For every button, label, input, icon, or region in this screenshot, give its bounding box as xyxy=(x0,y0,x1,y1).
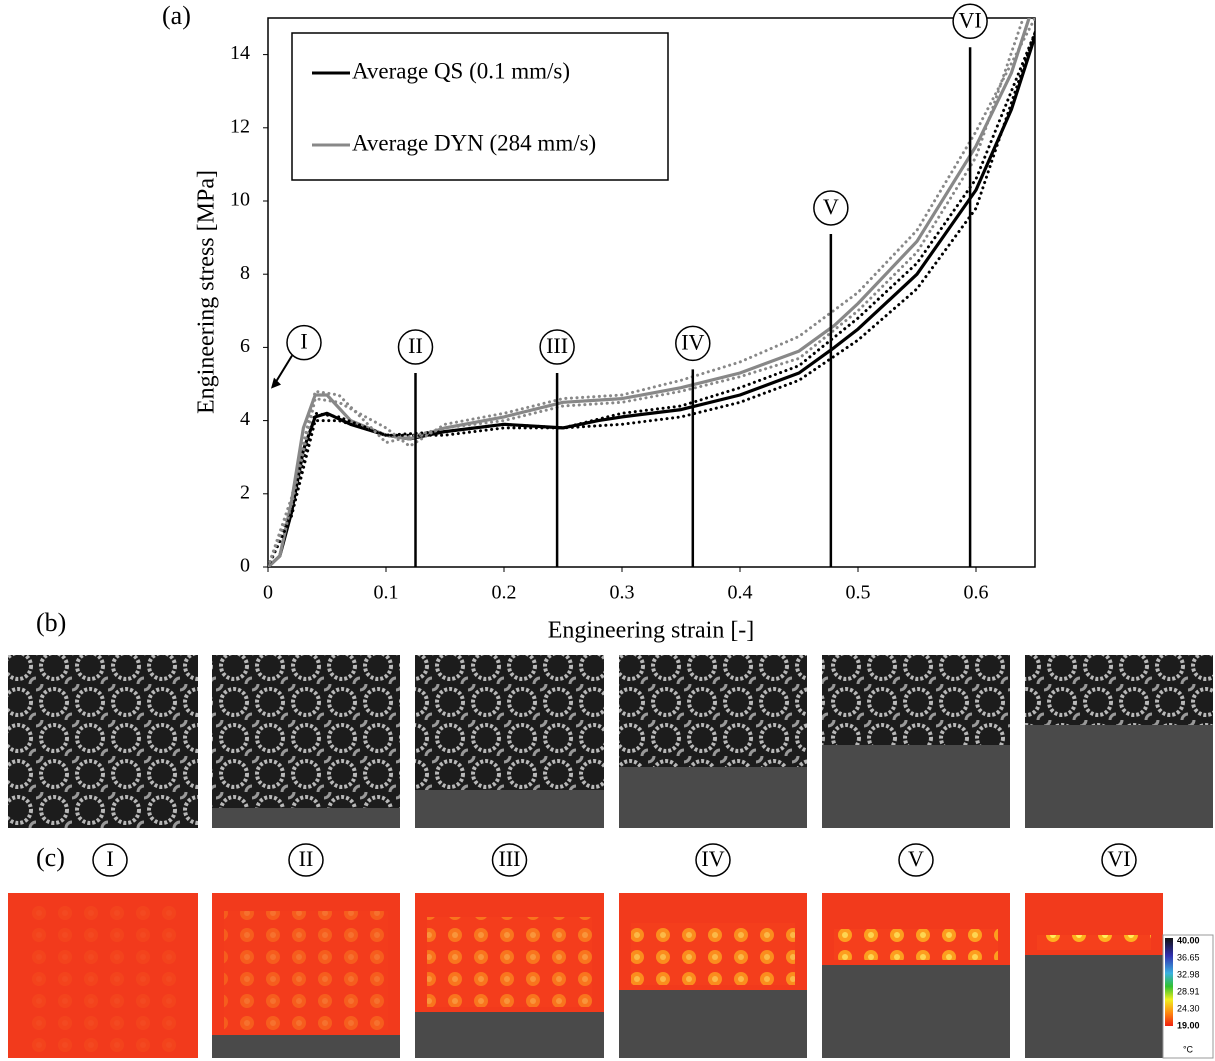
stage-label: IV xyxy=(701,846,724,871)
legend-label: Average QS (0.1 mm/s) xyxy=(352,58,570,83)
x-tick-label: 0.1 xyxy=(374,582,399,604)
thermal-hotspots xyxy=(1037,935,1151,950)
y-tick-label: 2 xyxy=(240,481,250,503)
x-tick-label: 0.3 xyxy=(610,582,635,604)
platen xyxy=(415,1012,604,1058)
x-axis-title: Engineering strain [-] xyxy=(548,618,755,644)
panel-label: (c) xyxy=(36,843,65,872)
y-tick-label: 14 xyxy=(230,42,250,64)
panel-label: (a) xyxy=(162,1,191,30)
specimen-photo xyxy=(8,655,198,828)
platen xyxy=(822,965,1010,1058)
x-tick-label: 0.5 xyxy=(846,582,871,604)
y-axis-title: Engineering stress [MPa] xyxy=(194,170,220,414)
stage-label: VI xyxy=(1107,846,1130,871)
stage-label: V xyxy=(823,194,839,219)
colorbar-label: 19.00 xyxy=(1177,1020,1200,1030)
platen xyxy=(619,767,807,828)
colorbar-label: 28.91 xyxy=(1177,986,1200,996)
photo-row xyxy=(8,655,1213,828)
x-tick-label: 0 xyxy=(263,582,273,604)
x-tick-label: 0.2 xyxy=(492,582,517,604)
thermal-hotspots xyxy=(631,923,795,985)
colorbar-label: 36.65 xyxy=(1177,952,1200,962)
y-tick-label: 10 xyxy=(230,189,250,211)
thermal-hotspots xyxy=(834,929,998,960)
stage-label: V xyxy=(908,846,924,871)
platen xyxy=(1025,725,1213,828)
thermal-hotspots xyxy=(427,917,592,1007)
platen xyxy=(822,745,1010,828)
specimen-photo xyxy=(212,655,400,828)
y-tick-label: 4 xyxy=(240,408,250,430)
platen xyxy=(619,990,807,1058)
stage-label: II xyxy=(299,846,314,871)
stage-label: III xyxy=(546,333,568,358)
colorbar xyxy=(1165,938,1173,1026)
x-tick-label: 0.6 xyxy=(964,582,989,604)
colorbar-unit: °C xyxy=(1183,1044,1194,1054)
y-tick-label: 8 xyxy=(240,262,250,284)
y-tick-label: 12 xyxy=(230,115,250,137)
figure: (a) (b) (c) Engineering strain [-] Engin… xyxy=(0,0,1215,1061)
legend-label: Average DYN (284 mm/s) xyxy=(352,130,596,155)
x-tick-label: 0.4 xyxy=(728,582,753,604)
y-tick-label: 6 xyxy=(240,335,250,357)
colorbar-label: 40.00 xyxy=(1177,935,1200,945)
stage-label: I xyxy=(300,329,307,354)
stage-label: I xyxy=(106,846,113,871)
legend-box xyxy=(292,33,668,180)
y-tick-label: 0 xyxy=(240,555,250,577)
stage-label: IV xyxy=(681,329,704,354)
stage-label: III xyxy=(499,846,521,871)
platen xyxy=(1025,955,1163,1058)
stage-label: VI xyxy=(958,7,981,32)
colorbar-label: 32.98 xyxy=(1177,969,1200,979)
colorbar-label: 24.30 xyxy=(1177,1003,1200,1013)
platen xyxy=(415,790,604,828)
thermal-hotspots xyxy=(20,905,186,1053)
stage-label: II xyxy=(408,333,423,358)
platen xyxy=(212,1035,400,1058)
arrow-head xyxy=(271,378,281,389)
platen xyxy=(212,808,400,828)
thermal-hotspots xyxy=(224,911,388,1030)
panel-label: (b) xyxy=(36,608,66,637)
